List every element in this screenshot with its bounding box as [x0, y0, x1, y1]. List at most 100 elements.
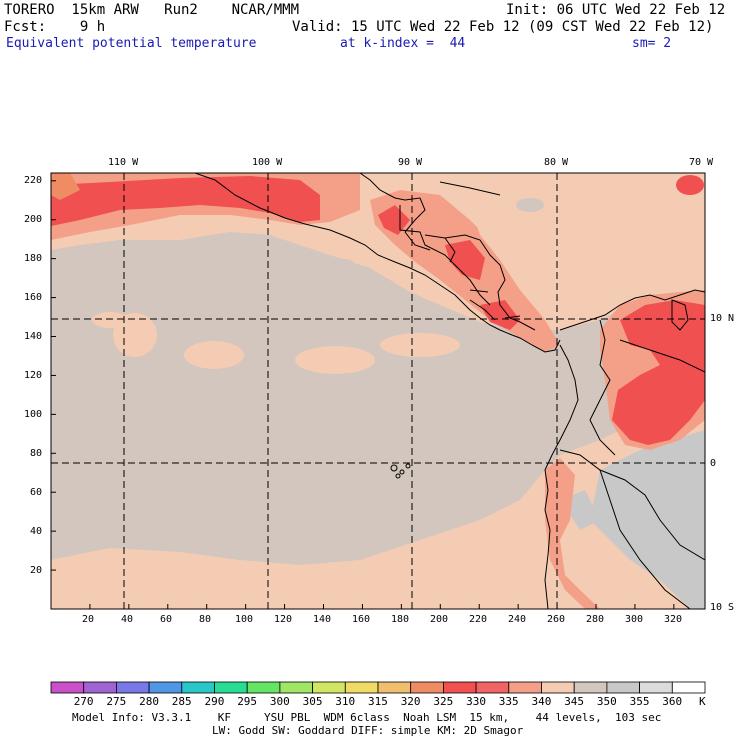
y-tick: 60	[30, 487, 43, 498]
central-america-red	[445, 240, 485, 280]
colorbar-level-label: 310	[335, 695, 356, 708]
y-tick: 220	[24, 175, 43, 186]
south-america-north-coast	[559, 289, 705, 331]
lon-label-110w: 110 W	[108, 157, 139, 168]
map-field	[51, 173, 705, 609]
colorbar-swatch	[344, 681, 379, 694]
y-tick: 120	[24, 370, 43, 381]
lon-label-100w: 100 W	[252, 157, 283, 168]
y-tick: 160	[24, 292, 43, 303]
mexico-red-core	[51, 176, 320, 226]
warm-patch	[92, 312, 128, 328]
colorbar-level-label: 315	[368, 695, 388, 708]
colorbar-level-label: 300	[269, 695, 290, 708]
colorbar-swatch	[639, 681, 673, 694]
colorbar-swatch	[148, 681, 183, 694]
y-tick: 180	[24, 253, 43, 264]
mexico-pacific-coast	[194, 173, 561, 353]
colorbar-swatch	[181, 681, 215, 694]
y-tick: 80	[30, 448, 43, 459]
caribbean-coast	[424, 234, 536, 331]
x-tick: 80	[199, 614, 212, 625]
x-tick: 220	[469, 614, 488, 625]
x-tick: 20	[82, 614, 95, 625]
x-tick: 200	[430, 614, 449, 625]
yucatan-gulf-coast	[359, 173, 426, 233]
x-tick: 300	[625, 614, 644, 625]
colorbar-swatch	[214, 681, 248, 694]
central-america-red-2	[480, 300, 520, 330]
cool-spot	[335, 259, 355, 271]
x-tick: 120	[274, 614, 293, 625]
colorbar-level-label: 320	[400, 695, 421, 708]
x-tick: 240	[508, 614, 527, 625]
central-america-interior	[399, 205, 491, 306]
colorbar-level-label: 340	[531, 695, 552, 708]
coastlines	[194, 173, 705, 609]
model-info-line1: Model Info: V3.3.1 KF YSU PBL WDM 6class…	[72, 711, 662, 724]
colorbar-swatch	[377, 681, 412, 694]
south-cool-region	[590, 430, 705, 609]
coast-warm-strip	[545, 458, 600, 609]
colorbar-level-label: 295	[237, 695, 258, 708]
colorbar-swatch	[442, 681, 477, 694]
smoothing-label: sm= 2	[632, 36, 672, 51]
lon-label-90w: 90 W	[398, 157, 423, 168]
x-tick: 260	[547, 614, 566, 625]
y-tick: 200	[24, 214, 43, 225]
axis-ticks	[51, 180, 675, 609]
colorbar-level-label: 335	[498, 695, 519, 708]
lon-label-80w: 80 W	[544, 157, 569, 168]
south-america-borders	[559, 319, 705, 561]
colorbar-swatch	[606, 681, 641, 694]
colorbar-level-label: 270	[73, 695, 94, 708]
colorbar-level-label: 280	[139, 695, 159, 708]
latlon-grid	[51, 173, 705, 609]
run-title: TORERO 15km ARW Run2 NCAR/MMM	[4, 2, 300, 18]
caribbean-pale	[470, 173, 705, 330]
colorbar-level-label: 325	[433, 695, 454, 708]
warm-patch	[184, 341, 244, 369]
warm-patch	[295, 346, 375, 374]
colorbar-swatch	[83, 681, 117, 694]
colorbar-swatch	[410, 681, 444, 694]
x-tick: 40	[121, 614, 134, 625]
colorbar-swatch	[246, 681, 281, 694]
warm-patch	[380, 333, 460, 357]
lat-label-0: 0	[710, 458, 717, 469]
colorbar-unit: K	[699, 695, 706, 708]
cuba-jamaica	[439, 181, 501, 196]
colorbar-level-label: 345	[564, 695, 585, 708]
x-tick: 60	[160, 614, 173, 625]
peru-brazil-border	[599, 469, 691, 609]
level-label: at k-index = 44	[340, 36, 466, 51]
model-info-line2: LW: Godd SW: Goddard DIFF: simple KM: 2D…	[212, 724, 524, 737]
colorbar-swatch	[671, 681, 706, 694]
y-tick: 40	[30, 526, 43, 537]
colorbar-swatch	[312, 681, 346, 694]
colorbar-level-label: 275	[106, 695, 127, 708]
forecast-hour: Fcst: 9 h	[4, 19, 106, 35]
y-tick: 100	[24, 409, 43, 420]
colorbar-swatch	[116, 681, 150, 694]
warm-spot	[676, 175, 704, 195]
colorbar-swatch	[573, 681, 608, 694]
x-tick: 160	[352, 614, 371, 625]
colorbar-swatch	[541, 681, 575, 694]
colorbar-level-label: 355	[629, 695, 650, 708]
country-borders	[404, 231, 521, 319]
map-frame	[50, 172, 706, 610]
ocean-tongue	[51, 245, 560, 445]
central-america-red-3	[378, 205, 410, 235]
lat-label-10n: 10 N	[710, 313, 735, 324]
colorbar-level-label: 350	[596, 695, 617, 708]
colorbar-level-label: 305	[302, 695, 323, 708]
lon-label-70w: 70 W	[689, 157, 714, 168]
colorbar-level-label: 360	[662, 695, 683, 708]
colorbar-swatch	[508, 681, 542, 694]
field-name: Equivalent potential temperature	[6, 36, 257, 51]
init-time: Init: 06 UTC Wed 22 Feb 12	[506, 2, 726, 18]
colorbar-swatch	[475, 681, 510, 694]
x-tick: 280	[586, 614, 605, 625]
galapagos-islands	[390, 463, 411, 479]
